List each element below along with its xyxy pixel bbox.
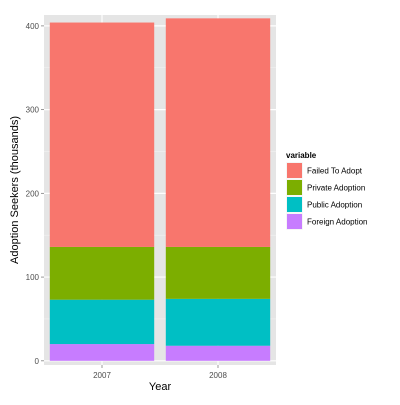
legend-label: Failed To Adopt [307,167,363,176]
x-tick-label: 2008 [209,371,227,380]
bar-segment [49,299,155,345]
legend-label: Public Adoption [307,201,362,210]
bar-segment [49,344,155,361]
y-axis-title: Adoption Seekers (thousands) [9,116,21,264]
bar-segment [49,246,155,300]
bar-segment [165,246,271,299]
bar-segment [165,345,271,361]
legend-swatch [287,163,302,178]
legend-label: Private Adoption [307,184,365,193]
legend-swatch [287,180,302,195]
legend-title: variable [286,151,317,160]
y-tick-label: 0 [35,357,40,366]
legend: variable Failed To Adopt Private Adoption… [285,151,368,231]
y-tick-label: 300 [26,106,40,115]
bar-segment [165,298,271,346]
x-axis-title: Year [149,381,172,393]
x-axis-ticks: 2007 2008 [93,365,227,380]
bar-segment [49,22,155,247]
y-axis-ticks: 0 100 200 300 400 [26,22,44,366]
legend-swatch [287,197,302,212]
bars [49,18,271,361]
y-tick-label: 200 [26,189,40,198]
y-tick-label: 100 [26,273,40,282]
x-tick-label: 2007 [93,371,111,380]
legend-label: Foreign Adoption [307,218,368,227]
y-tick-label: 400 [26,22,40,31]
legend-swatch [287,214,302,229]
bar-segment [165,18,271,247]
